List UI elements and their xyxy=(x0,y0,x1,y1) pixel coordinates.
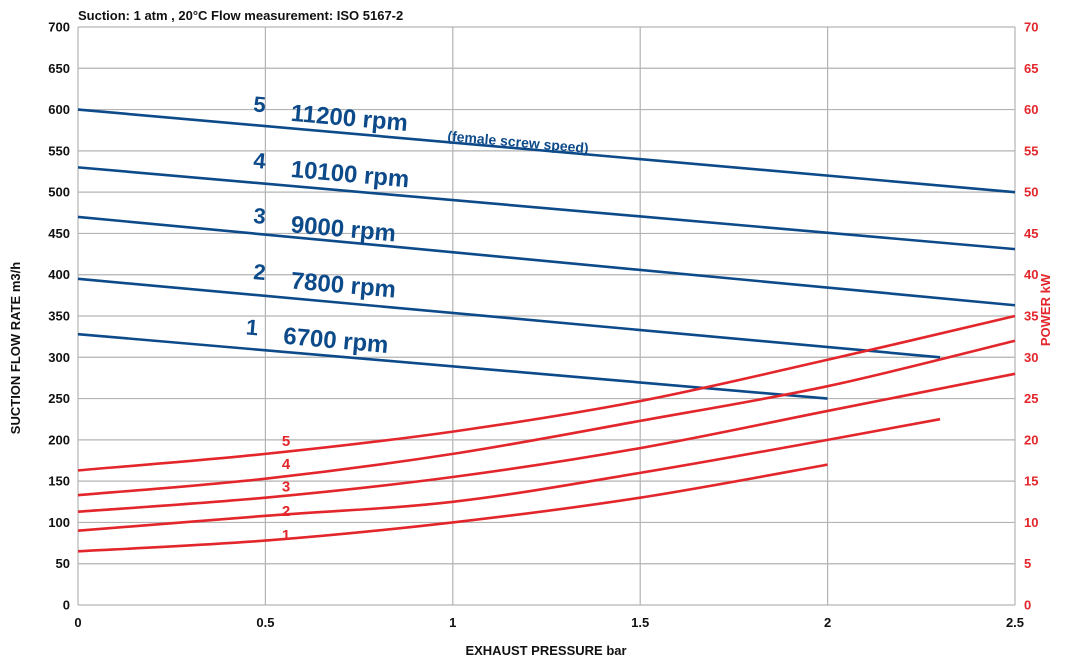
flow-curve-5 xyxy=(77,108,1016,194)
flow-curve-label-5: 5 11200 rpm (female screw speed) xyxy=(252,92,589,157)
x-tick-label: 1 xyxy=(449,615,456,630)
x-tick-label: 2 xyxy=(824,615,831,630)
flow-curve-label-3: 3 9000 rpm xyxy=(252,203,397,247)
y-tick-label: 450 xyxy=(48,226,70,241)
chart-header: Suction: 1 atm , 20°C Flow measurement: … xyxy=(78,8,403,23)
power-curve-label-5: 5 xyxy=(282,433,290,450)
y2-tick-label: 70 xyxy=(1024,20,1038,35)
y-tick-label: 600 xyxy=(48,102,70,117)
flow-curves xyxy=(77,108,1016,400)
x-axis-title: EXHAUST PRESSURE bar xyxy=(465,643,626,658)
flow-curve-note: (female screw speed) xyxy=(447,128,589,156)
y2-tick-label: 55 xyxy=(1024,143,1038,158)
x-tick-label: 0.5 xyxy=(256,615,274,630)
y-tick-label: 350 xyxy=(48,309,70,324)
power-curve-1 xyxy=(77,463,828,553)
y-tick-label: 300 xyxy=(48,350,70,365)
power-curve-2 xyxy=(77,417,941,532)
power-curve-label-2: 2 xyxy=(282,503,290,520)
power-curve-4 xyxy=(77,339,1016,497)
y-tick-label: 250 xyxy=(48,391,70,406)
y2-tick-label: 5 xyxy=(1024,556,1031,571)
y-tick-label: 100 xyxy=(48,515,70,530)
flow-curve-label-1: 1 6700 rpm xyxy=(245,314,390,358)
y-tick-label: 650 xyxy=(48,61,70,76)
flow-curve-number: 3 xyxy=(252,203,266,229)
flow-curve-number: 4 xyxy=(252,148,267,174)
flow-curve-rpm: 11200 rpm xyxy=(290,100,409,137)
x-tick-label: 0 xyxy=(74,615,81,630)
flow-curve-number: 5 xyxy=(252,92,266,118)
y2-tick-label: 20 xyxy=(1024,432,1038,447)
flow-curve-4 xyxy=(77,166,1016,251)
y-tick-label: 400 xyxy=(48,267,70,282)
x-tick-label: 1.5 xyxy=(631,615,649,630)
power-curves xyxy=(77,314,1016,553)
flow-curve-number: 2 xyxy=(252,259,266,285)
grid xyxy=(77,26,1016,606)
y-tick-label: 500 xyxy=(48,185,70,200)
y-tick-label: 0 xyxy=(63,598,70,613)
power-curve-label-4: 4 xyxy=(282,456,291,473)
y2-tick-label: 45 xyxy=(1024,226,1038,241)
power-curve-label-1: 1 xyxy=(282,527,290,544)
flow-curve-number: 1 xyxy=(245,314,259,340)
y2-tick-label: 40 xyxy=(1024,267,1038,282)
y2-tick-label: 25 xyxy=(1024,391,1038,406)
y-tick-label: 150 xyxy=(48,474,70,489)
y-tick-label: 50 xyxy=(56,556,70,571)
y2-tick-label: 30 xyxy=(1024,350,1038,365)
y2-tick-label: 35 xyxy=(1024,309,1038,324)
x-tick-label: 2.5 xyxy=(1006,615,1024,630)
flow-curve-label-4: 4 10100 rpm xyxy=(252,148,410,194)
y2-tick-label: 50 xyxy=(1024,185,1038,200)
y2-tick-label: 0 xyxy=(1024,598,1031,613)
flow-curve-2 xyxy=(77,277,941,359)
y-tick-label: 700 xyxy=(48,20,70,35)
y2-axis-title: POWER kW xyxy=(1038,273,1053,346)
power-curve-5 xyxy=(77,314,1016,472)
power-curve-3 xyxy=(77,372,1016,513)
flow-curve-rpm: 9000 rpm xyxy=(290,211,397,247)
y-tick-label: 550 xyxy=(48,143,70,158)
y-tick-label: 200 xyxy=(48,432,70,447)
y-axis-title: SUCTION FLOW RATE m3/h xyxy=(8,262,23,434)
flow-curve-rpm: 7800 rpm xyxy=(290,267,397,303)
y2-tick-label: 15 xyxy=(1024,474,1038,489)
y2-tick-label: 65 xyxy=(1024,61,1038,76)
power-curve-label-3: 3 xyxy=(282,478,290,495)
y2-tick-label: 10 xyxy=(1024,515,1038,530)
y2-tick-label: 60 xyxy=(1024,102,1038,117)
flow-curve-3 xyxy=(77,215,1016,307)
